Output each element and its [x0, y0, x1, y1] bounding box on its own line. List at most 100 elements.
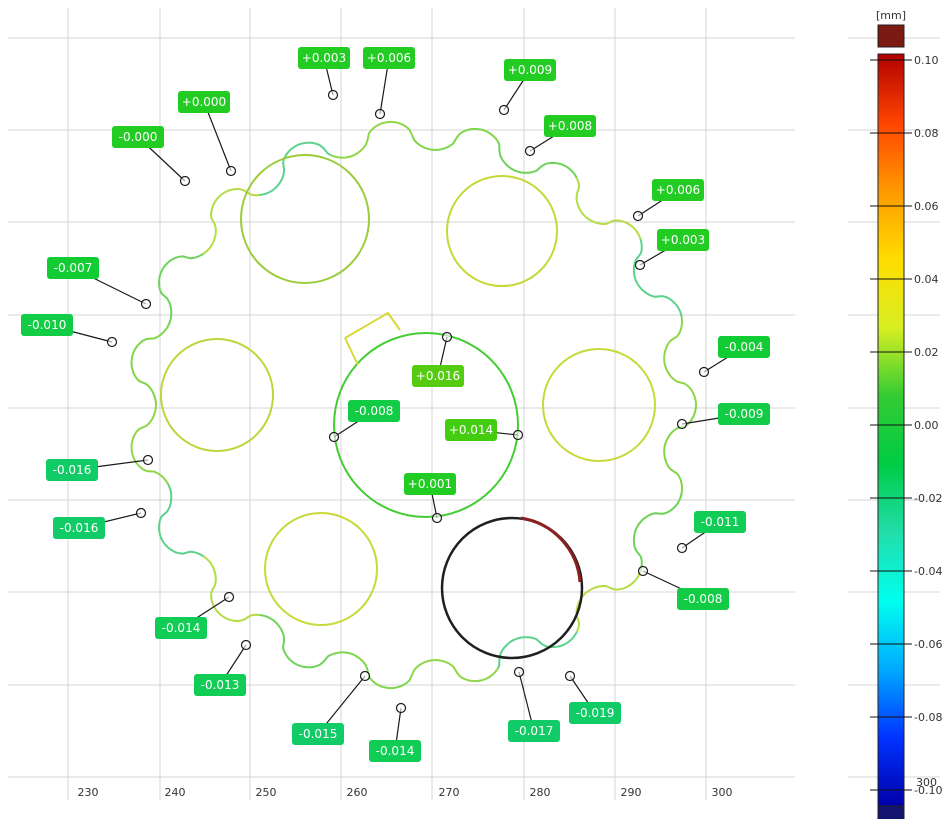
deviation-callout[interactable]: -0.016 — [46, 454, 154, 482]
deviation-callout[interactable]: +0.016 — [412, 331, 464, 388]
callout-label-box — [292, 723, 344, 745]
deviation-callout[interactable]: -0.007 — [47, 257, 152, 310]
measurement-point-marker[interactable] — [637, 565, 649, 577]
measurement-point-marker[interactable] — [441, 331, 453, 343]
gear-outline-segment — [259, 141, 332, 196]
measurement-point-marker[interactable] — [374, 108, 386, 120]
callout-value-text: +0.003 — [302, 51, 346, 65]
callout-value-text: +0.016 — [416, 369, 460, 383]
deviation-callout[interactable]: -0.016 — [53, 507, 147, 540]
callout-value-text: +0.001 — [408, 477, 452, 491]
deviation-callout[interactable]: +0.009 — [498, 59, 557, 116]
gear-outline-segment — [632, 492, 683, 572]
gear-outline-segment — [575, 570, 642, 633]
scale-tick-label: -0.04 — [914, 565, 942, 578]
measurement-point-marker[interactable] — [498, 104, 510, 116]
deviation-callout[interactable]: +0.006 — [632, 179, 705, 222]
deviation-callout[interactable]: +0.008 — [524, 115, 597, 157]
callout-value-text: -0.017 — [515, 724, 554, 738]
callout-value-text: -0.013 — [201, 678, 240, 692]
measurement-point-marker[interactable] — [431, 512, 443, 524]
callout-value-text: +0.003 — [661, 233, 705, 247]
deviation-callout[interactable]: -0.010 — [21, 314, 118, 348]
measurement-point-marker[interactable] — [142, 454, 154, 466]
measurement-point-marker[interactable] — [698, 366, 710, 378]
measurement-point-marker[interactable] — [676, 418, 688, 430]
measurement-point-marker[interactable] — [395, 702, 407, 714]
measurement-point-marker[interactable] — [634, 259, 646, 271]
out-of-tolerance-arc — [520, 516, 582, 583]
callout-value-text: -0.009 — [725, 407, 764, 421]
callout-label-box — [155, 617, 207, 639]
deviation-callout[interactable]: +0.006 — [363, 47, 415, 120]
x-tick-label: 250 — [256, 786, 277, 799]
measurement-point-marker[interactable] — [223, 591, 235, 603]
callout-label-box — [348, 400, 400, 422]
deviation-callout[interactable]: +0.003 — [634, 229, 710, 271]
callout-label-box — [657, 229, 709, 251]
scale-unit-label: [mm] — [876, 9, 906, 22]
callout-label-box — [412, 365, 464, 387]
gear-outline-segment — [157, 483, 205, 558]
measurement-point-marker[interactable] — [240, 639, 252, 651]
deviation-callout[interactable]: -0.019 — [564, 670, 622, 725]
measurement-point-marker[interactable] — [512, 429, 524, 441]
gear-outline-segment — [130, 404, 170, 485]
x-tick-label: 240 — [165, 786, 186, 799]
callout-label-box — [694, 511, 746, 533]
deviation-callout[interactable]: -0.015 — [292, 670, 371, 746]
deviation-callout[interactable]: -0.009 — [676, 403, 771, 430]
deviation-callout[interactable]: -0.014 — [369, 702, 421, 763]
callout-label-box — [718, 403, 770, 425]
measurement-point-marker[interactable] — [140, 298, 152, 310]
x-tick-label: 270 — [439, 786, 460, 799]
callout-label-box — [363, 47, 415, 69]
deviation-callout[interactable]: +0.001 — [404, 473, 456, 524]
callout-value-text: -0.004 — [725, 340, 764, 354]
deviation-callout[interactable]: -0.000 — [112, 126, 191, 187]
callout-label-box — [112, 126, 164, 148]
gear-outline-segment — [259, 614, 332, 669]
callout-label-box — [544, 115, 596, 137]
callout-value-text: +0.014 — [449, 423, 493, 437]
deviation-callout[interactable]: +0.000 — [178, 91, 237, 177]
measurement-point-marker[interactable] — [676, 542, 688, 554]
deviation-callout[interactable]: -0.008 — [637, 565, 730, 611]
scale-gradient-bar — [877, 53, 905, 807]
measurement-point-marker[interactable] — [106, 336, 118, 348]
measurement-point-marker[interactable] — [524, 145, 536, 157]
measurement-point-marker[interactable] — [359, 670, 371, 682]
deviation-callout[interactable]: -0.017 — [508, 666, 560, 743]
deviation-callout[interactable]: -0.004 — [698, 336, 771, 378]
callout-value-text: +0.006 — [656, 183, 700, 197]
scale-tick-label: 0.04 — [914, 273, 939, 286]
deviation-callout[interactable]: -0.011 — [676, 511, 747, 554]
deviation-callout[interactable]: +0.003 — [298, 47, 350, 101]
callout-value-text: +0.008 — [548, 119, 592, 133]
measurement-point-marker[interactable] — [225, 165, 237, 177]
callout-label-box — [178, 91, 230, 113]
deviation-callout[interactable]: -0.014 — [155, 591, 235, 640]
scale-tick-label: 0.02 — [914, 346, 939, 359]
grid — [8, 8, 940, 800]
measurement-point-marker[interactable] — [564, 670, 576, 682]
callout-value-text: -0.019 — [576, 706, 615, 720]
measurement-point-marker[interactable] — [328, 431, 340, 443]
deviation-callout[interactable]: -0.013 — [194, 639, 252, 697]
callout-label-box — [569, 702, 621, 724]
measurement-point-marker[interactable] — [632, 210, 644, 222]
callout-value-text: -0.007 — [54, 261, 93, 275]
deviation-callout[interactable]: -0.008 — [328, 400, 401, 443]
measurement-point-marker[interactable] — [513, 666, 525, 678]
measurement-point-marker[interactable] — [179, 175, 191, 187]
callout-label-box — [53, 517, 105, 539]
measurement-point-marker[interactable] — [327, 89, 339, 101]
gear-outline-segment — [330, 120, 413, 159]
callout-value-text: -0.000 — [119, 130, 158, 144]
measurement-point-marker[interactable] — [135, 507, 147, 519]
x-tick-label: 230 — [78, 786, 99, 799]
callout-label-box — [504, 59, 556, 81]
deviation-callout[interactable]: +0.014 — [445, 419, 524, 441]
scale-underflow-swatch — [877, 805, 905, 819]
